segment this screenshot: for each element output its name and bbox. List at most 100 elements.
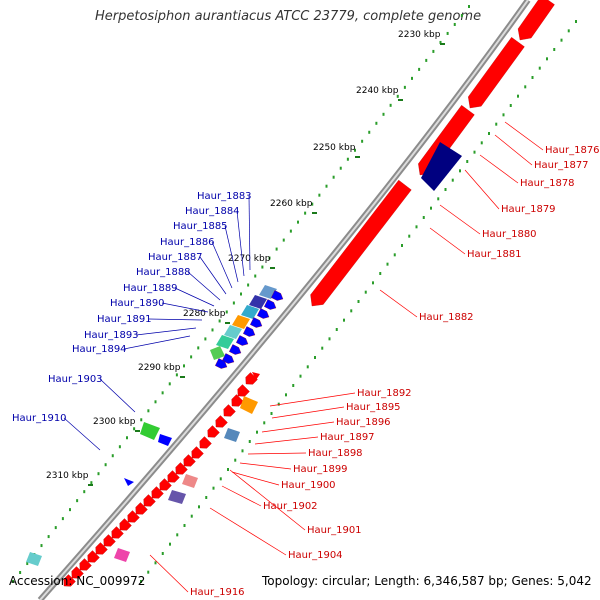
tick-dot [197,346,200,350]
tick-dot [321,346,324,350]
tick-dot [175,373,178,377]
tick-dot [560,38,563,42]
gene-arrow [257,308,270,319]
tick-dot [277,402,280,406]
gene-label-haur-1892: Haur_1892 [357,388,412,399]
tick-dot [256,430,258,434]
gene-box [252,372,260,380]
gene-label-haur-1899: Haur_1899 [293,464,348,475]
tick-mark [180,376,185,378]
tick-dot [292,384,295,387]
tick-mark [398,99,403,101]
gene-label-haur-1887: Haur_1887 [148,252,203,263]
gene-label-haur-1904: Haur_1904 [288,550,343,561]
tick-dot [350,309,353,313]
gene-label-haur-1880: Haur_1880 [482,229,537,240]
gene-box [210,346,225,360]
tick-dot [54,526,57,530]
gene-arrow [237,384,250,397]
tick-dot [332,175,335,179]
tick-dot [389,103,392,107]
gene-arrow [207,425,220,438]
tick-dot [140,418,143,422]
callout-line [187,271,221,301]
gene-arrow [183,454,196,467]
gene-arrow [310,179,412,307]
gene-label-haur-1876: Haur_1876 [545,145,600,156]
tick-dot [254,274,257,278]
callout-line [135,327,197,336]
callout-line [271,406,345,419]
tick-dot [140,580,142,583]
tick-dot [318,193,321,197]
tick-label: 2240 kbp [356,86,399,96]
tick-dot [176,533,179,537]
tick-dot [133,427,136,431]
gene-arrow [243,326,256,337]
gene-label-haur-1881: Haur_1881 [467,249,522,260]
gene-arrow [231,394,244,407]
tick-dot [69,508,71,512]
gene-arrow [63,574,76,587]
gene-arrow [215,415,228,428]
tick-dot [328,337,331,341]
gene-label-haur-1883: Haur_1883 [197,191,252,202]
tick-dot [83,490,86,494]
tick-dot [425,58,428,62]
tick-mark [135,430,140,432]
tick-mark [440,43,445,45]
tick-mark [88,484,93,486]
tick-dot [183,524,186,527]
tick-dot [379,272,382,275]
gene-label-haur-1878: Haur_1878 [520,178,575,189]
tick-dot [285,393,287,397]
gene-arrow [229,344,242,355]
callout-line [229,469,306,531]
tick-dot [553,48,556,51]
gene-arrow [71,566,84,579]
gene-box [249,295,267,309]
tick-dot [311,202,314,206]
callout-line [379,289,418,318]
gene-arrow [199,436,212,449]
callout-line [439,204,481,235]
gene-arrow [135,502,148,515]
gene-box [114,548,130,562]
tick-dot [240,292,242,296]
tick-dot [234,458,237,462]
tick-dot [357,300,360,303]
gene-label-haur-1889: Haur_1889 [123,283,178,294]
gene-label-haur-1898: Haur_1898 [308,448,363,459]
gene-label-haur-1897: Haur_1897 [320,432,375,443]
gene-arrow [159,478,172,491]
tick-dot [460,13,463,17]
gene-box [140,422,160,440]
tick-mark [355,156,360,158]
tick-dot [147,409,150,413]
tick-dot [468,5,470,8]
callout-line [269,392,356,407]
callout-line [429,227,466,255]
tick-dot [524,85,527,89]
tick-dot [343,318,345,322]
gene-box [124,478,134,486]
callout-line [148,318,203,321]
gene-arrow [119,518,132,531]
gene-label-haur-1891: Haur_1891 [97,314,152,325]
gene-arrow [95,542,108,555]
tick-dot [282,238,285,242]
tick-dot [161,552,164,555]
tick-dot [47,535,50,539]
gene-label-haur-1900: Haur_1900 [281,480,336,491]
tick-dot [126,436,128,440]
tick-label: 2260 kbp [270,199,313,209]
tick-label: 2300 kbp [93,417,136,427]
tick-dot [517,94,519,98]
gene-arrow [271,290,284,301]
tick-dot [422,216,425,219]
tick-dot [76,499,79,503]
tick-dot [531,76,534,79]
callout-line [174,287,215,307]
tick-dot [147,570,150,574]
